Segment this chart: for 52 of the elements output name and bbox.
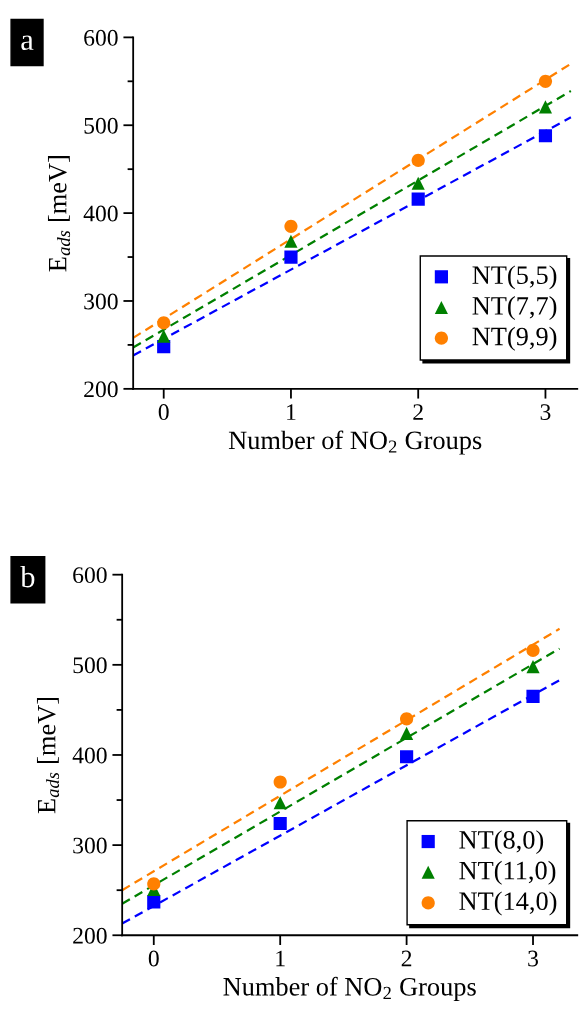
point [147, 895, 161, 909]
point [411, 192, 425, 206]
point [400, 712, 414, 726]
point [538, 129, 553, 143]
y-tick-label: 300 [84, 293, 118, 310]
y-tick-label: 600 [73, 567, 107, 584]
y-tick-label: 400 [72, 747, 107, 764]
legend-label: NT(11,0) [459, 860, 556, 885]
legend-label: NT(5,5) [472, 265, 557, 290]
text: a [21, 35, 34, 51]
y-tick-label: 300 [73, 837, 107, 854]
point [411, 176, 425, 190]
y-tick-label: 200 [73, 927, 107, 944]
point [284, 250, 298, 264]
legend-label: NT(7,7) [472, 296, 557, 321]
x-tick-label: 0 [158, 404, 169, 421]
legend-label: NT(8,0) [459, 830, 544, 855]
y-axis-title: E$_{ads}$ [meV] [47, 156, 71, 272]
x-axis-title: Number of NO$_{2}$ Groups [228, 430, 482, 455]
point [157, 316, 171, 330]
x-tick-label: 2 [413, 404, 423, 420]
point [538, 74, 553, 88]
point [147, 877, 161, 891]
text: b [20, 565, 35, 588]
legend-label: NT(9,9) [472, 326, 557, 351]
point [526, 689, 540, 703]
point [273, 816, 287, 831]
y-tick-label: 500 [73, 657, 107, 674]
point [157, 329, 171, 343]
point [526, 660, 540, 674]
y-tick-label: 200 [84, 381, 118, 398]
point [273, 796, 287, 810]
y-tick-label: 400 [83, 205, 118, 222]
x-tick-label: 3 [528, 950, 538, 967]
x-axis-title: Number of NO$_{2}$ Groups [223, 976, 476, 1002]
point [400, 726, 414, 740]
point [400, 750, 414, 764]
x-tick-label: 1 [276, 950, 285, 967]
point [538, 100, 553, 114]
x-tick-label: 0 [148, 950, 159, 967]
point [526, 643, 540, 657]
y-tick-label: 500 [84, 117, 118, 134]
x-tick-label: 2 [401, 950, 412, 967]
x-tick-label: 1 [287, 404, 296, 420]
point [411, 153, 425, 167]
y-tick-label: 600 [84, 29, 118, 46]
legend-label: NT(14,0) [459, 891, 557, 916]
y-axis-title: E$_{ads}$ [meV] [36, 697, 60, 814]
x-tick-label: 3 [540, 404, 551, 421]
point [284, 219, 298, 233]
point [273, 775, 287, 789]
point [284, 234, 298, 248]
